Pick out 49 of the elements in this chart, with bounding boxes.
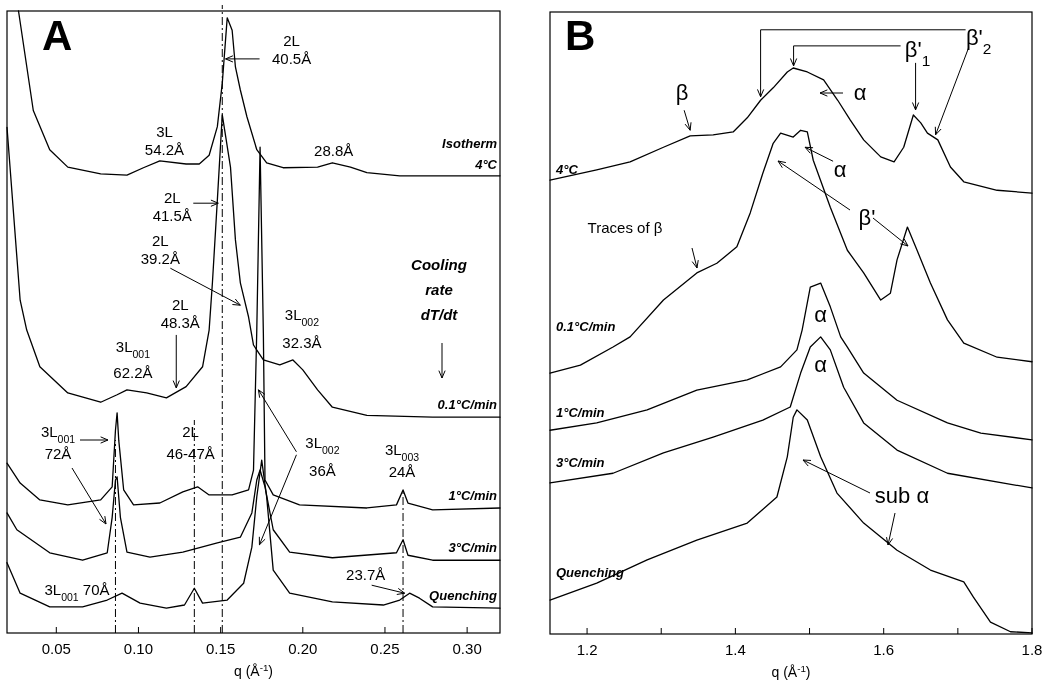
annotation: 3L$_{001}$ 72Å	[40, 423, 76, 462]
annotation: β'$_{2}$	[965, 24, 992, 57]
chart-title: B	[565, 12, 596, 59]
series-label: 0.1°C/min	[437, 397, 498, 413]
x-tick-label: 0.05	[41, 640, 71, 657]
x-tick-label: 1.6	[873, 641, 895, 658]
annotation: 2L 41.5Å	[152, 189, 192, 225]
annotation: 3L$_{001}$ 62.2Å	[113, 337, 153, 381]
x-tick-label: 0.20	[288, 640, 318, 657]
annotation: 2L 48.3Å	[160, 295, 200, 331]
annotation: α	[853, 80, 867, 105]
x-tick-label: 0.10	[123, 640, 154, 657]
annotation: 23.7Å	[346, 566, 386, 584]
annotation: 2L 39.2Å	[140, 232, 180, 268]
annotation: 28.8Å	[314, 141, 354, 159]
x-tick-label: 0.25	[370, 640, 400, 657]
annotation: Cooling rate dT/dt	[411, 256, 467, 323]
annotation: 2L 46-47Å	[166, 422, 215, 462]
annotation: β'$_{1}$	[904, 36, 931, 69]
series-label: 1°C/min	[556, 404, 605, 420]
annotation: 3L$_{003}$ 24Å	[384, 440, 420, 480]
x-tick-label: 1.2	[576, 641, 598, 658]
series-label: 3°C/min	[448, 540, 498, 556]
series-label: Quenching	[556, 565, 624, 581]
annotation: α	[814, 351, 828, 377]
annotation: 2L 40.5Å	[271, 31, 312, 67]
annotation: 3L$_{002}$ 32.3Å	[282, 305, 322, 351]
annotation: β'	[858, 205, 876, 230]
annotation: β	[675, 80, 689, 106]
annotation: 3L$_{002}$ 36Å	[305, 433, 340, 479]
annotation: α	[833, 157, 847, 183]
annotation: 3L$_{001}$ 70Å	[44, 581, 110, 604]
annotation: sub α	[874, 483, 930, 508]
x-axis-title: q (Å$^{-1}$)	[771, 662, 811, 680]
x-tick-label: 1.4	[724, 641, 746, 658]
x-tick-label: 0.15	[206, 640, 236, 657]
annotation: 3L 54.2Å	[144, 122, 185, 158]
series-label: 1°C/min	[448, 487, 498, 503]
chart-title: A	[42, 12, 73, 59]
annotation: α	[814, 302, 828, 328]
annotation: Traces of β	[587, 219, 663, 236]
x-tick-label: 1.8	[1021, 641, 1043, 658]
legend-label: Quenching	[429, 588, 498, 604]
series-label: 4°C	[555, 162, 579, 178]
series-label: Isotherm 4°C	[442, 135, 498, 172]
series-label: 3°C/min	[556, 455, 605, 471]
x-axis-title: q (Å$^{-1}$)	[233, 661, 274, 679]
series-label: 0.1°C/min	[556, 318, 616, 334]
x-tick-label: 0.30	[452, 640, 482, 657]
